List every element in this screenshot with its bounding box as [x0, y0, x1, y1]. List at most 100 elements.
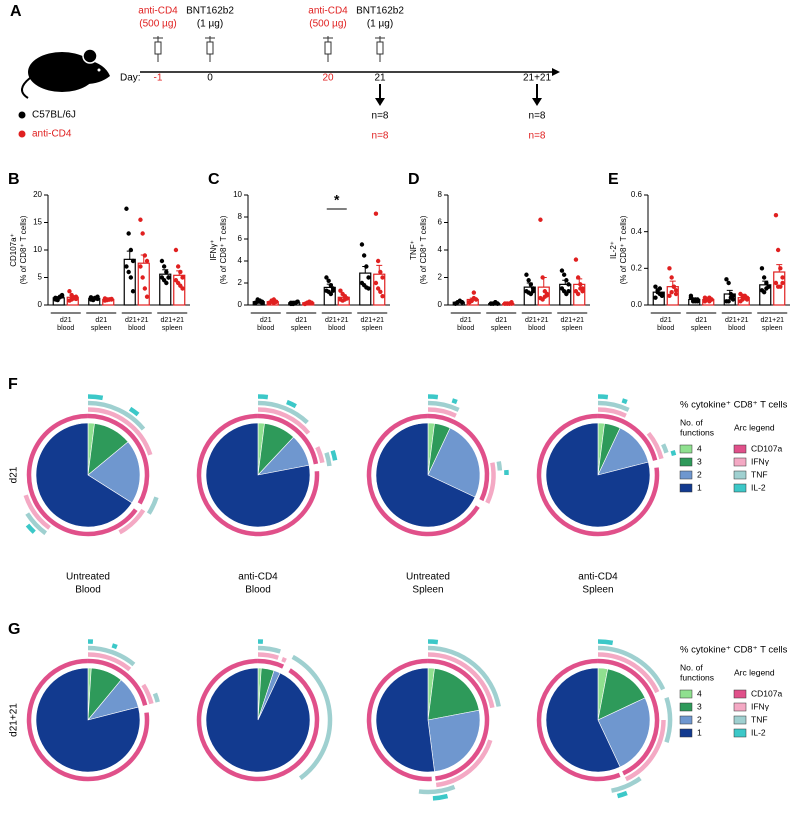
- x-tick-label: blood: [728, 325, 745, 332]
- x-tick-label: blood: [528, 325, 545, 332]
- data-point: [744, 295, 750, 300]
- y-tick-label: 0.4: [631, 227, 643, 236]
- data-point: [380, 294, 385, 299]
- y-tick-label: 10: [233, 190, 242, 199]
- treatment-dose: (1 µg): [367, 19, 393, 30]
- cytokine-arc: [664, 697, 673, 743]
- y-tick-label: 2: [238, 278, 243, 287]
- data-point: [673, 288, 679, 293]
- data-point: [378, 289, 383, 294]
- x-tick-label: spleen: [162, 325, 183, 332]
- cytokine-arc: [87, 407, 153, 456]
- data-point: [780, 275, 785, 280]
- y-tick-label: 8: [238, 212, 243, 221]
- sample-count: n=8: [529, 111, 546, 122]
- cytokine-arc: [196, 658, 320, 782]
- data-point: [509, 301, 514, 306]
- x-tick-label: d21: [460, 317, 472, 324]
- pie-slice: [427, 427, 481, 498]
- treatment-dose: (500 µg): [309, 19, 346, 30]
- cytokine-arc: [324, 452, 332, 467]
- data-point: [653, 295, 658, 300]
- x-tick-label: d21+21: [160, 317, 184, 324]
- data-point: [655, 289, 660, 295]
- cytokine-arc: [536, 658, 621, 782]
- legend-label: TNF: [751, 714, 768, 724]
- treatment-name: anti-CD4: [138, 6, 178, 17]
- data-point: [361, 253, 367, 258]
- data-point: [73, 296, 79, 302]
- data-point: [761, 275, 767, 280]
- x-tick-label: d21+21: [525, 317, 549, 324]
- legend-swatch: [733, 702, 747, 712]
- data-point: [695, 299, 700, 304]
- day-value: 20: [322, 73, 334, 84]
- sample-count: n=8: [529, 131, 546, 142]
- data-point: [373, 280, 379, 286]
- sample-arrowhead: [375, 98, 385, 106]
- data-point: [128, 247, 134, 253]
- x-tick-label: spleen: [562, 325, 583, 332]
- data-point: [538, 217, 543, 222]
- cytokine-arc: [87, 394, 104, 401]
- cytokine-arc: [427, 400, 460, 412]
- legend-label: anti-CD4: [32, 129, 72, 140]
- x-tick-label: d21+21: [325, 317, 349, 324]
- day-value: 21+21: [523, 73, 552, 84]
- data-point: [144, 258, 150, 264]
- x-tick-label: d21: [60, 317, 72, 324]
- data-point: [124, 206, 129, 211]
- legend-label: IFNγ: [751, 456, 770, 466]
- slice-legend-title: No. of: [680, 662, 703, 672]
- cytokine-arc: [330, 450, 338, 461]
- legend-swatch: [679, 457, 693, 467]
- legend-swatch: [679, 444, 693, 454]
- cytokine-arc: [670, 450, 677, 457]
- legend-dot: [18, 111, 26, 119]
- data-point: [366, 275, 371, 280]
- cytokine-arc: [597, 645, 666, 691]
- legend-label: CD107a: [751, 443, 782, 453]
- data-point: [326, 278, 331, 283]
- y-tick-label: 0: [38, 300, 43, 309]
- cytokine-arc: [257, 652, 279, 660]
- data-point: [495, 301, 500, 306]
- data-point: [578, 282, 583, 287]
- legend-swatch: [733, 728, 747, 738]
- data-point: [126, 231, 131, 236]
- legend-swatch: [733, 689, 747, 699]
- x-tick-label: d21+21: [125, 317, 149, 324]
- data-point: [667, 266, 672, 271]
- x-tick-label: blood: [257, 325, 274, 332]
- data-point: [573, 257, 579, 262]
- data-point: [673, 291, 679, 297]
- cytokine-arc: [315, 446, 325, 464]
- cytokine-arc: [427, 413, 490, 502]
- syringe-body: [154, 41, 162, 55]
- pie-slice: [597, 668, 646, 721]
- legend-swatch: [679, 483, 693, 493]
- pie-slice: [427, 668, 480, 721]
- data-point: [273, 299, 279, 304]
- day-value: -1: [154, 73, 163, 84]
- cytokine-arc: [257, 407, 311, 435]
- treatment-dose: (1 µg): [197, 19, 223, 30]
- pie-label: Blood: [75, 585, 101, 596]
- data-point: [328, 291, 334, 297]
- row-label: d21+21: [9, 703, 20, 737]
- x-tick-label: d21: [495, 317, 507, 324]
- data-point: [540, 275, 545, 280]
- cytokine-arc: [286, 399, 297, 409]
- x-tick-label: spleen: [691, 325, 712, 332]
- pie-label: Spleen: [412, 585, 443, 596]
- error-bar: [126, 250, 133, 260]
- data-point: [309, 300, 314, 305]
- cytokine-arc: [646, 431, 664, 460]
- data-point: [375, 286, 381, 291]
- legend-title: % cytokine⁺ CD8⁺ T cells: [680, 645, 788, 656]
- slice-legend-title: functions: [680, 672, 714, 682]
- data-point: [161, 264, 167, 269]
- panel-letter: D: [408, 171, 420, 188]
- legend-label: 2: [697, 469, 702, 479]
- data-point: [724, 277, 729, 282]
